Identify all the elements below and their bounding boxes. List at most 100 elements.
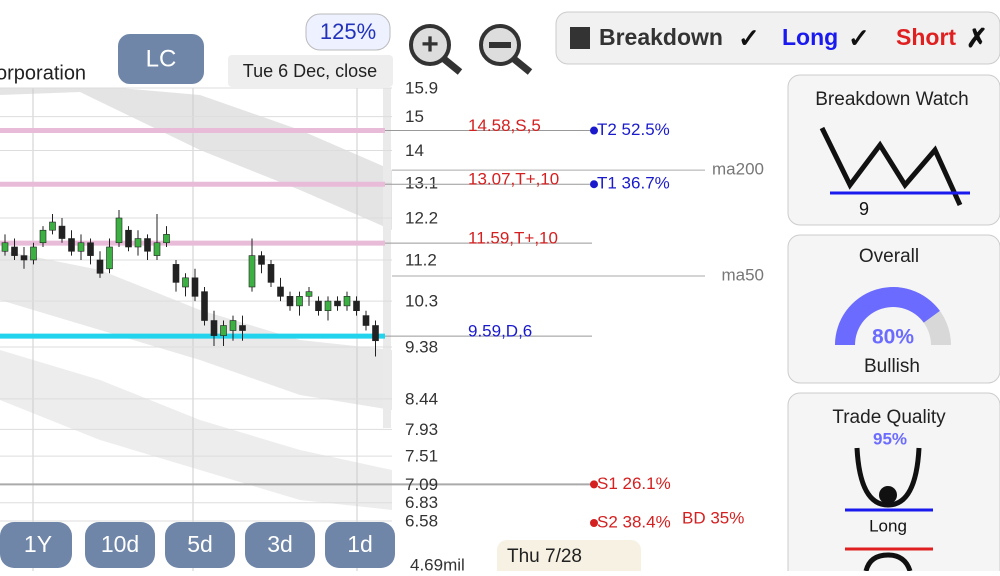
company: orporation [0,62,86,84]
period-label: 3d [267,531,293,557]
level-label: 13.07,T+,10 [468,170,559,189]
candle-body [115,217,123,244]
period-button[interactable] [245,522,315,568]
card-title: Breakdown Watch [815,89,968,110]
hover-date: Thu 7/28 [507,546,582,567]
toggle[interactable]: Long [782,24,838,50]
candle-body [334,300,341,307]
candle-body [20,255,28,261]
target-label: S1 26.1% [597,474,671,493]
candle-body [296,296,303,307]
y-tick-label: 11.2 [405,250,437,269]
plot [0,87,592,571]
y-tick-label: 15 [405,107,424,126]
y-tick-label: 6.83 [405,493,438,512]
candle-body [239,325,246,331]
side: Long [869,516,907,535]
toggle[interactable]: Short [896,24,956,50]
candle-body [229,320,237,331]
target-marker [590,126,598,135]
y-tick-label: 15.9 [405,78,438,97]
gauge-value: 80% [872,326,914,349]
zoom-in[interactable]: + [409,24,463,75]
period-button[interactable] [85,522,155,568]
level-label: 11.59,T+,10 [468,229,558,248]
level-label: 9.59,D,6 [468,322,532,341]
candle-body [220,325,227,336]
toggle-mark: ✗ [966,23,988,53]
candle-body [172,264,180,283]
period-label: 1Y [24,531,52,557]
y-tick-label: 6.58 [405,511,438,530]
card-title: Trade Quality [832,407,946,428]
date-box [228,55,393,87]
candle-body [134,238,142,248]
target-label: S2 38.4% [597,512,671,531]
period-button[interactable] [165,522,235,568]
candle-body [68,238,75,252]
candle-body [372,325,379,342]
toggle[interactable]: Breakdown [599,24,723,50]
candle-body [248,255,256,288]
period-label: 10d [101,531,139,557]
candle-body [258,255,265,265]
y-tick-label: 7.51 [405,447,438,466]
candle-body [362,315,370,326]
candle-body [315,300,322,312]
candle-body [1,242,9,252]
ma-label: ma50 [721,265,764,284]
svg-text:+: + [421,28,439,61]
candle-body [201,291,208,321]
candle-body [163,234,170,244]
candle-body [277,286,284,297]
candle-body [49,221,56,231]
candle-body [11,246,18,256]
zoom-out[interactable] [479,24,533,75]
y-tick-label: 9.38 [405,337,438,356]
candle-body [267,264,275,283]
period-button[interactable] [325,522,395,568]
candle-body [324,300,332,312]
candle-body [58,225,66,239]
candle-body [153,242,161,256]
hover-date-box [497,540,641,576]
period-button[interactable] [0,522,72,568]
y-tick-label: 7.93 [405,420,438,439]
quality-value: 95% [873,429,907,448]
y-tick-label: 12.2 [405,208,438,227]
count: 9 [859,199,869,219]
target-marker [590,519,598,527]
zoom: 125% [320,19,376,44]
toggle-bar [555,11,1000,65]
candle-body [125,229,132,248]
target-label: T1 36.7% [597,174,670,193]
target-marker [590,480,598,489]
rating: Bullish [864,356,920,377]
breakdown-label: BD 35% [682,508,744,527]
breakdown-icon [570,27,590,49]
ma-label: ma200 [712,160,764,179]
y-tick-label: 10.3 [405,292,438,311]
y-tick-label: 8.44 [405,389,438,408]
period-label: 1d [347,531,373,557]
candle-body [30,246,37,261]
candle-body [210,320,218,336]
toggle-mark: ✓ [848,23,870,53]
candle-body [182,277,189,288]
candle-body [96,259,104,274]
candle-body [191,277,199,297]
volume: 4.69mil [410,555,465,571]
candle-body [87,242,94,256]
y-tick-label: 7.09 [405,475,438,494]
candle-body [353,300,360,312]
zoom-box[interactable] [305,13,391,51]
candle-body [305,291,313,297]
toggle-mark: ✓ [738,23,760,53]
level-label: 14.58,S,5 [468,116,541,135]
target-label: T2 52.5% [597,120,670,139]
candle-body [144,238,151,252]
target-marker [590,180,598,189]
symbol-button[interactable] [118,34,204,84]
candle-body [286,296,294,307]
